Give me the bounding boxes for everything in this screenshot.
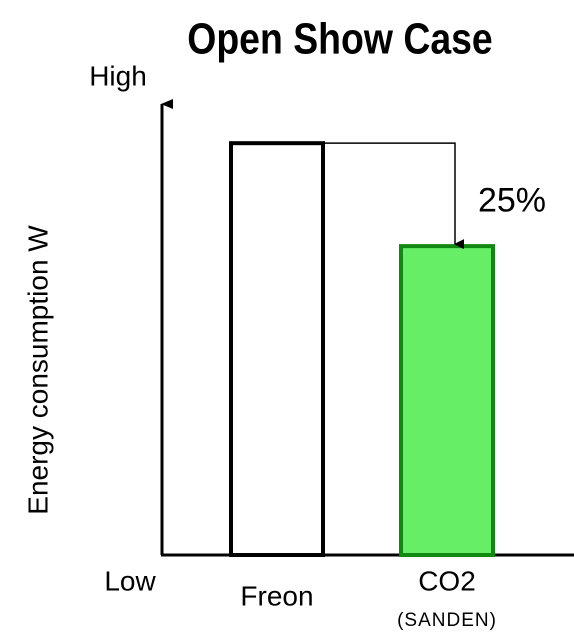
annotation-arrow [323,142,464,250]
chart-title: Open Show Case [187,14,492,64]
x-tick-note: (SANDEN) [397,610,497,631]
x-tick-label: CO2 [418,565,476,596]
y-high-label: High [89,60,147,91]
x-tick-label: Freon [240,580,313,611]
y-axis-label: Energy consumption W [22,225,53,515]
bar [399,244,495,558]
bar [229,141,325,557]
y-low-label: Low [104,565,156,596]
annotation: 25% [478,182,546,220]
